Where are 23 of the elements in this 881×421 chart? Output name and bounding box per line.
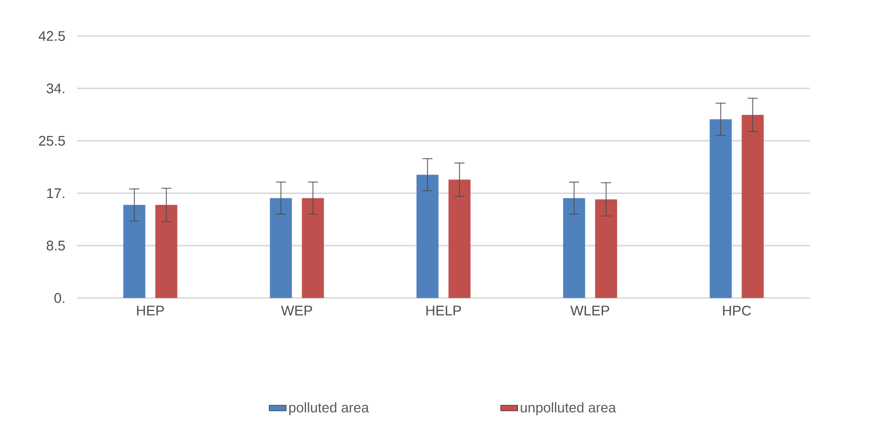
x-tick-label: WLEP (570, 306, 610, 316)
bar (416, 174, 439, 298)
bar (563, 198, 586, 298)
bar (742, 114, 764, 298)
y-tick-label: 8.5 (46, 240, 65, 251)
y-tick-label: 25.5 (39, 136, 65, 146)
y-tick-label: 42.5 (38, 31, 65, 41)
x-tick-label: WEP (281, 306, 312, 316)
x-tick-label: HELP (426, 306, 461, 316)
y-tick-label: 34. (46, 83, 64, 94)
bar (302, 198, 324, 298)
x-tick-label: HEP (137, 306, 164, 316)
legend-label: unpolluted area (520, 402, 616, 416)
bar (123, 204, 146, 298)
bar (270, 198, 292, 298)
bar (710, 119, 732, 298)
y-tick-label: 17. (47, 188, 64, 198)
x-tick-label: HPC (723, 306, 751, 316)
legend-label: polluted area (289, 402, 369, 416)
bar (595, 199, 618, 298)
bar (155, 204, 178, 298)
y-tick-label: 0. (54, 293, 64, 303)
bar (448, 180, 471, 298)
